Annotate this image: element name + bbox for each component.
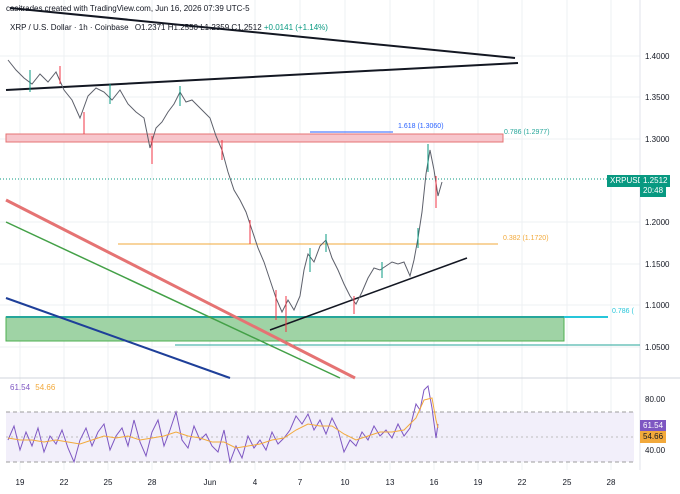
time-tick: 28	[148, 478, 157, 487]
price-line	[7, 59, 443, 314]
support-zone[interactable]	[5, 316, 565, 342]
time-tick: 25	[563, 478, 572, 487]
fib-0786-top-label: 0.786 (1.2977)	[504, 129, 550, 136]
rsi-ma-value: 54.66	[35, 383, 56, 392]
rsi-ma-value-tag: 54.66	[640, 431, 667, 443]
price-tick-1100: 1.1000	[645, 301, 670, 310]
fib-1618-label: 1.618 (1.3060)	[398, 123, 444, 130]
price-tick-1200: 1.2000	[645, 218, 670, 227]
symbol-name[interactable]: XRP / U.S. Dollar · 1h · Coinbase	[10, 23, 129, 32]
candles	[29, 66, 437, 332]
chart-attribution: casitrades created with TradingView.com,…	[6, 4, 250, 13]
fib-0382-label: 0.382 (1.1720)	[503, 235, 549, 242]
red-trendline[interactable]	[5, 198, 356, 380]
rsi-tick-80: 80.00	[645, 395, 666, 404]
time-tick: 19	[474, 478, 483, 487]
symbol-info: XRP / U.S. Dollar · 1h · Coinbase O1.237…	[10, 23, 328, 32]
time-tick: 25	[104, 478, 113, 487]
resistance-zone[interactable]	[5, 133, 504, 143]
time-tick: Jun	[204, 478, 217, 487]
price-tick-1350: 1.3500	[645, 93, 670, 102]
green-trendline[interactable]	[5, 221, 341, 379]
ohlc-low: L1.2359	[200, 23, 230, 32]
rsi-value-tag: 61.54	[640, 420, 667, 432]
upper-ascending-trendline[interactable]	[5, 62, 519, 91]
price-tick-1400: 1.4000	[645, 52, 670, 61]
price-tick-1050: 1.0500	[645, 343, 670, 352]
time-tick: 19	[16, 478, 25, 487]
time-tick: 28	[607, 478, 616, 487]
ohlc-open: O1.2371	[134, 23, 166, 32]
ticker-tag: XRPUSD	[607, 175, 647, 187]
time-tick: 7	[298, 478, 303, 487]
candle-countdown-tag: 20:48	[640, 185, 667, 197]
upper-descending-trendline[interactable]	[9, 7, 516, 59]
time-tick: 22	[518, 478, 527, 487]
rsi-ma-line	[7, 397, 439, 449]
current-price-tag: 1.2512	[640, 175, 671, 187]
lower-ascending-trendline[interactable]	[269, 257, 468, 331]
time-tick: 13	[386, 478, 395, 487]
time-tick: 10	[341, 478, 350, 487]
rsi-value: 61.54	[10, 383, 31, 392]
price-tick-1150: 1.1500	[645, 260, 670, 269]
time-tick: 16	[430, 478, 439, 487]
time-tick: 4	[253, 478, 258, 487]
blue-trendline[interactable]	[5, 297, 231, 379]
price-tick-1300: 1.3000	[645, 135, 670, 144]
rsi-legend: 61.54 54.66	[10, 383, 55, 392]
time-tick: 22	[60, 478, 69, 487]
ohlc-close: C1.2512	[231, 23, 262, 32]
fib-0786-bottom-label: 0.786 (	[612, 308, 634, 315]
ohlc-high: H1.2550	[167, 23, 198, 32]
ohlc-change: +0.0141 (+1.14%)	[263, 23, 328, 32]
rsi-tick-40: 40.00	[645, 446, 666, 455]
